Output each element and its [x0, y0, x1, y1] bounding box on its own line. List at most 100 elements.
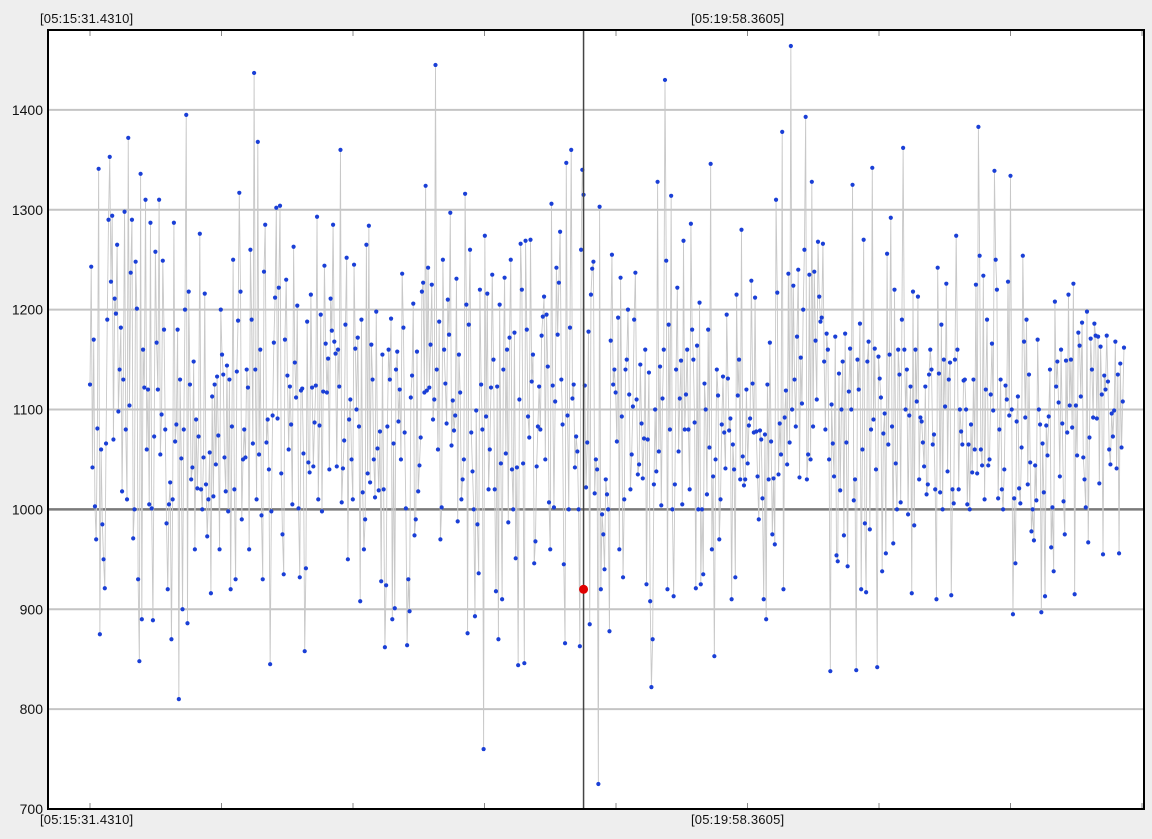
data-point — [337, 384, 342, 389]
data-point — [305, 319, 310, 324]
data-point — [993, 257, 998, 262]
data-point — [1076, 330, 1081, 335]
data-point — [290, 502, 295, 507]
data-point — [497, 302, 502, 307]
data-point — [365, 471, 370, 476]
data-point — [949, 593, 954, 598]
data-point — [664, 258, 669, 263]
data-point — [894, 507, 900, 512]
data-point — [812, 269, 817, 274]
data-point — [417, 463, 422, 468]
data-point — [138, 171, 143, 176]
data-point — [516, 663, 521, 668]
data-point — [434, 367, 439, 372]
data-point — [1007, 413, 1012, 418]
data-point — [253, 367, 258, 372]
data-point — [725, 376, 731, 381]
data-point — [609, 252, 615, 257]
data-point — [792, 377, 797, 382]
data-point — [405, 643, 410, 648]
data-point — [628, 487, 633, 492]
data-point — [406, 577, 411, 582]
data-point — [836, 371, 842, 376]
data-point — [781, 587, 786, 592]
data-point — [660, 396, 665, 401]
data-point — [967, 507, 972, 512]
plot-area[interactable] — [48, 30, 1144, 809]
data-point — [355, 335, 360, 340]
data-point — [622, 497, 627, 502]
data-point — [376, 488, 381, 493]
data-point — [279, 471, 284, 476]
data-point — [110, 213, 115, 218]
data-point — [601, 532, 606, 537]
data-point — [358, 599, 363, 604]
data-point — [163, 427, 168, 432]
data-point — [591, 259, 596, 264]
data-point — [555, 332, 560, 337]
data-point — [293, 395, 299, 400]
data-point — [1115, 372, 1120, 377]
data-point — [740, 454, 745, 459]
data-point — [126, 135, 131, 140]
data-point — [888, 215, 893, 220]
data-point — [117, 367, 122, 372]
data-point — [1004, 397, 1009, 402]
data-point — [994, 287, 1000, 292]
data-point — [379, 579, 384, 584]
data-point — [1041, 490, 1046, 495]
data-point — [440, 257, 445, 262]
data-point — [444, 421, 449, 426]
data-point — [124, 497, 130, 502]
data-point — [90, 465, 95, 470]
data-point — [140, 347, 146, 352]
data-point — [401, 325, 406, 330]
data-point — [729, 597, 734, 602]
data-point — [282, 337, 288, 342]
data-point — [831, 474, 837, 479]
data-point — [918, 415, 923, 420]
data-point — [718, 497, 723, 502]
data-point — [335, 347, 341, 352]
data-point — [445, 297, 450, 302]
data-point — [780, 129, 785, 134]
data-point — [150, 618, 156, 623]
highlighted-point[interactable] — [579, 584, 589, 594]
data-point — [865, 359, 870, 364]
data-point — [1039, 610, 1044, 615]
data-point — [1098, 344, 1103, 349]
data-point — [587, 622, 592, 627]
data-point — [118, 325, 123, 330]
data-point — [553, 399, 558, 404]
data-point — [928, 347, 933, 352]
data-point — [678, 358, 684, 363]
data-point — [883, 551, 888, 556]
data-point — [391, 441, 396, 446]
data-point — [667, 427, 673, 432]
data-point — [514, 465, 520, 470]
data-point — [545, 364, 550, 369]
data-point — [875, 665, 880, 670]
data-point — [886, 442, 891, 447]
data-point — [910, 289, 916, 294]
data-point — [210, 394, 215, 399]
data-point — [942, 404, 948, 409]
data-point — [817, 294, 822, 299]
data-point — [940, 507, 945, 512]
data-point — [739, 227, 744, 232]
data-point — [750, 381, 755, 386]
data-point — [623, 367, 628, 372]
data-point — [898, 500, 903, 505]
data-point — [849, 407, 854, 412]
data-point — [170, 497, 175, 502]
data-point — [277, 203, 283, 208]
data-point — [176, 697, 181, 702]
data-point — [709, 547, 714, 552]
data-point — [936, 371, 942, 376]
data-point — [475, 522, 480, 527]
data-point — [648, 599, 653, 604]
data-point — [772, 542, 777, 547]
data-point — [296, 506, 301, 511]
data-point — [1018, 501, 1023, 506]
